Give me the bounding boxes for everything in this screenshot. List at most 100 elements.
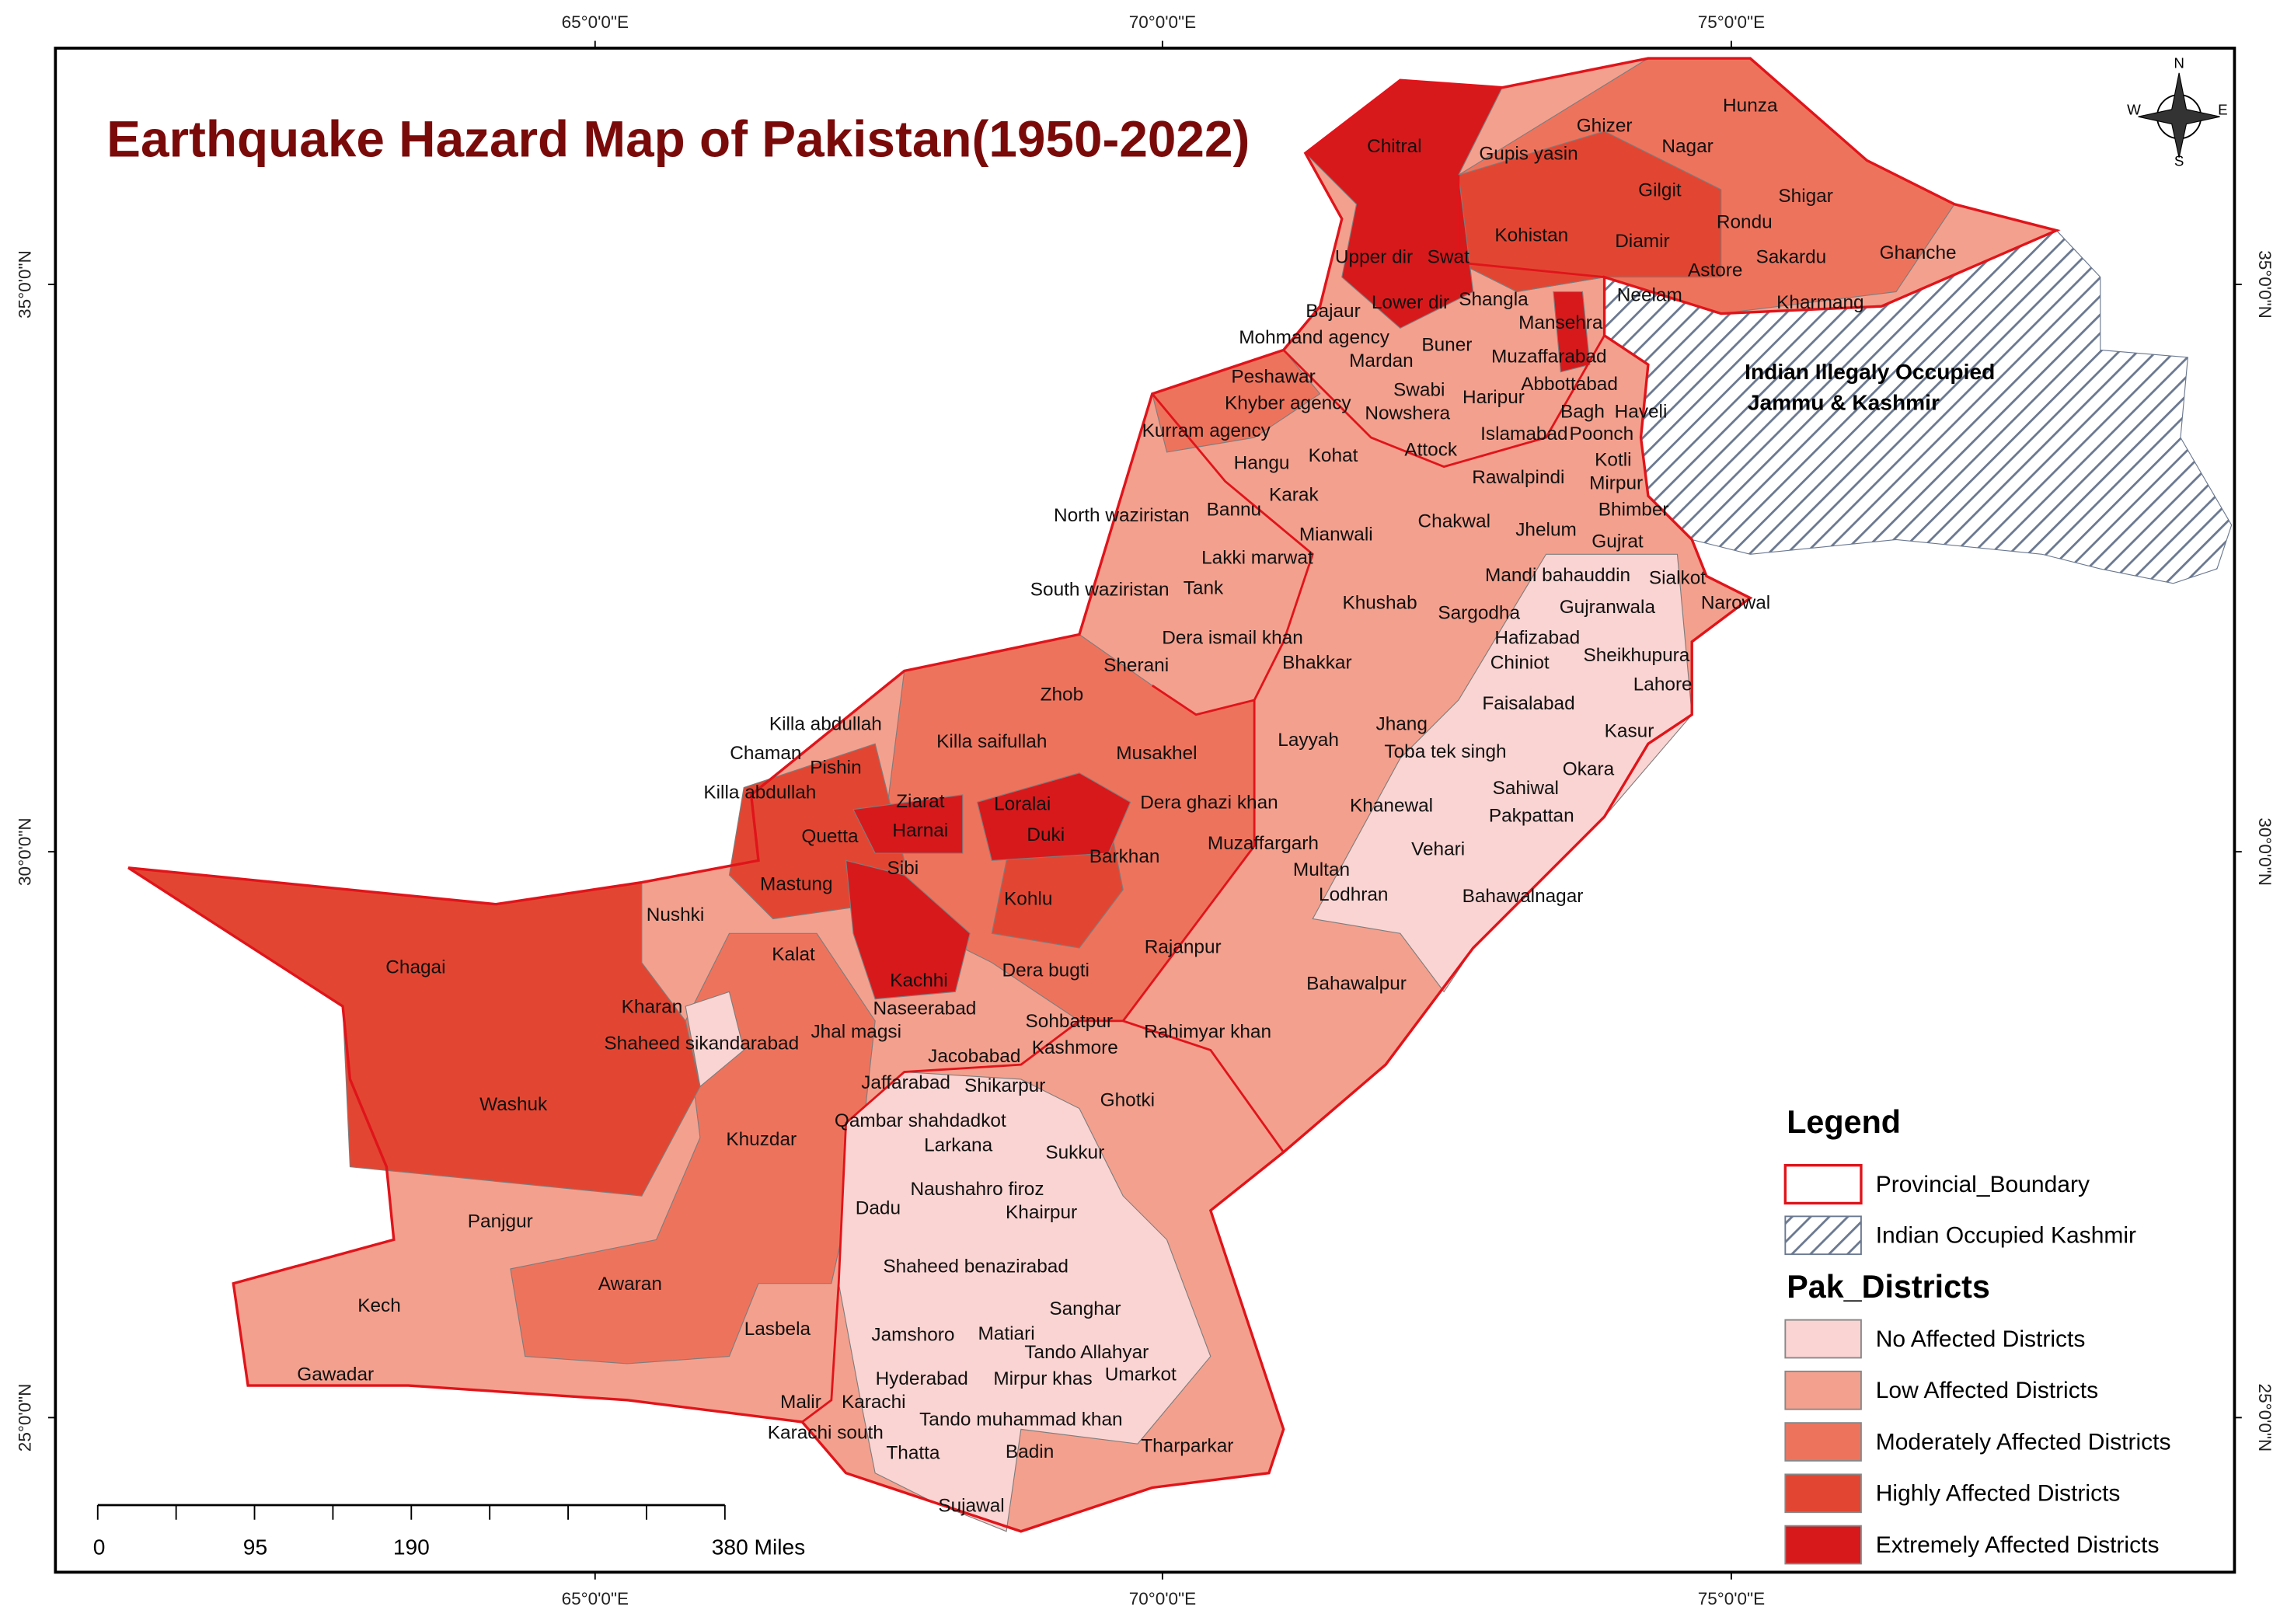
district-label: Kotli [1595, 450, 1631, 471]
provincial-boundary [1457, 175, 1605, 279]
district-label: Sheikhupura [1583, 645, 1689, 666]
district-label: Khushab [1342, 593, 1417, 614]
district-label: Shigar [1778, 186, 1832, 207]
district-label: Buner [1421, 334, 1472, 355]
district-label: Bahawalpur [1306, 973, 1407, 994]
district-label: Sargodha [1438, 603, 1520, 624]
district-label: Kohistan [1494, 225, 1568, 246]
district-label: Ghotki [1100, 1090, 1155, 1111]
district-label: Toba tek singh [1384, 741, 1506, 762]
legend-label: No Affected Districts [1876, 1326, 2086, 1352]
district-label: Gilgit [1638, 179, 1682, 200]
district-label: Rahimyar khan [1144, 1021, 1271, 1042]
district-label: Tando Allahyar [1024, 1342, 1149, 1363]
district-label: Jhelum [1515, 520, 1577, 541]
district-label: Tank [1184, 578, 1224, 599]
district-label: Tando muhammad khan [919, 1410, 1123, 1431]
district-label: Shaheed sikandarabad [604, 1033, 799, 1054]
district-label: Khuzdar [726, 1129, 797, 1150]
district-label: Poonch [1570, 423, 1634, 444]
district-label: Kharan [622, 996, 683, 1017]
district-label: Diamir [1615, 231, 1669, 252]
district-label: Duki [1027, 824, 1065, 845]
district-label: Dera bugti [1002, 960, 1089, 981]
extreme-zone [1553, 291, 1591, 373]
compass-n: N [2174, 55, 2184, 71]
none-zone [838, 1071, 1211, 1532]
district-label: Kohat [1309, 445, 1358, 466]
district-label: Chitral [1367, 136, 1421, 157]
district-label: Karachi [842, 1392, 906, 1413]
district-label: Mirpur khas [993, 1368, 1092, 1389]
legend-swatch [1784, 1370, 1862, 1410]
labels: 65°0'0"E 70°0'0"E 75°0'0"E 65°0'0"E 70°0'0"E… [16, 12, 2275, 1608]
district-label: Rajanpur [1145, 936, 1222, 957]
district-label: Killa abdullah [769, 713, 882, 734]
graticule-label: 75°0'0"E [1698, 12, 1765, 32]
district-label: Islamabad [1480, 423, 1567, 444]
legend-title: Legend [1787, 1104, 1901, 1140]
district-label: Barkhan [1089, 846, 1160, 867]
district-label: Karachi south [768, 1422, 884, 1443]
district-label: Sakardu [1755, 247, 1826, 268]
graticule-label: 25°0'0"N [16, 1384, 35, 1452]
district-label: Chagai [385, 957, 445, 978]
district-label: Killa saifullah [936, 731, 1047, 752]
district-label: Muzaffargarh [1208, 833, 1319, 854]
legend-label: Extremely Affected Districts [1876, 1532, 2160, 1558]
district-label: Mianwali [1299, 524, 1373, 545]
none-zone [685, 991, 744, 1088]
district-label: Hafizabad [1494, 628, 1580, 649]
scale-label: 95 [243, 1535, 267, 1560]
district-label: Zhob [1041, 685, 1084, 706]
district-label: Chakwal [1418, 511, 1490, 531]
district-label: Jaffarabad [861, 1072, 950, 1093]
district-label: Gawadar [297, 1364, 374, 1385]
district-label: Dera ghazi khan [1140, 793, 1278, 814]
district-label: Pishin [810, 758, 861, 779]
district-label: Hunza [1723, 95, 1778, 116]
district-label: Lodhran [1319, 884, 1388, 905]
district-label: Kashmore [1032, 1037, 1118, 1058]
graticule-label: 30°0'0"N [2255, 817, 2275, 886]
district-label: Musakhel [1116, 743, 1197, 764]
district-label: Mardan [1349, 350, 1414, 371]
provincial-boundary [1122, 1019, 1285, 1153]
moderate-zone [510, 932, 876, 1364]
graticule-label: 70°0'0"E [1129, 12, 1196, 32]
district-label: Thatta [886, 1443, 940, 1464]
district-label: Hyderabad [876, 1368, 968, 1389]
district-label: Haveli [1615, 402, 1668, 423]
district-label: Mastung [760, 874, 833, 895]
scale-label: 0 [93, 1535, 106, 1560]
district-label: Karak [1269, 485, 1319, 506]
district-label: Narowal [1701, 593, 1770, 614]
district-label: Loralai [994, 794, 1051, 815]
district-label: Lahore [1633, 674, 1693, 695]
district-label: Okara [1563, 758, 1615, 779]
district-label: Jamshoro [871, 1325, 954, 1346]
extreme-zone [845, 859, 971, 1000]
district-label: Rondu [1717, 212, 1773, 233]
district-label: Ghanche [1880, 242, 1957, 263]
graticule-label: 30°0'0"N [16, 817, 35, 886]
district-label: Tharparkar [1141, 1435, 1233, 1456]
district-label: Multan [1293, 859, 1350, 880]
district-label: Kasur [1605, 721, 1654, 742]
district-label: Pakpattan [1489, 806, 1574, 827]
compass-w: W [2127, 102, 2141, 118]
district-label: Jacobabad [928, 1046, 1020, 1067]
legend-label: Indian Occupied Kashmir [1876, 1223, 2136, 1249]
map-frame [54, 47, 2236, 1574]
district-label: Larkana [924, 1135, 993, 1156]
district-label: Bajaur [1306, 301, 1360, 322]
legend-swatch [1784, 1319, 1862, 1359]
compass-s: S [2174, 152, 2184, 169]
extreme-zone [852, 794, 964, 854]
provincial-boundary [127, 57, 2061, 1533]
district-label: Naushahro firoz [910, 1179, 1044, 1200]
district-label: Khyber agency [1225, 392, 1351, 413]
district-label: Kharmang [1776, 292, 1863, 313]
district-label: Abbottabad [1521, 374, 1618, 395]
